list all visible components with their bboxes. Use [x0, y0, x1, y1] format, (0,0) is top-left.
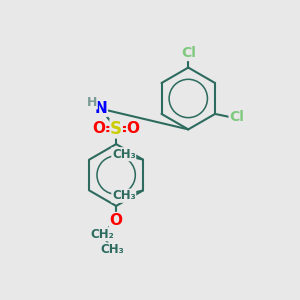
Text: O: O — [93, 121, 106, 136]
Text: CH₃: CH₃ — [100, 243, 124, 256]
Text: Cl: Cl — [181, 46, 196, 60]
Text: CH₃: CH₃ — [112, 189, 136, 202]
Text: CH₂: CH₂ — [90, 228, 114, 241]
Text: H: H — [87, 96, 97, 109]
Text: N: N — [94, 101, 107, 116]
Text: Cl: Cl — [229, 110, 244, 124]
Text: S: S — [110, 120, 122, 138]
Text: O: O — [127, 121, 140, 136]
Text: CH₃: CH₃ — [112, 148, 136, 161]
Text: O: O — [110, 213, 123, 228]
